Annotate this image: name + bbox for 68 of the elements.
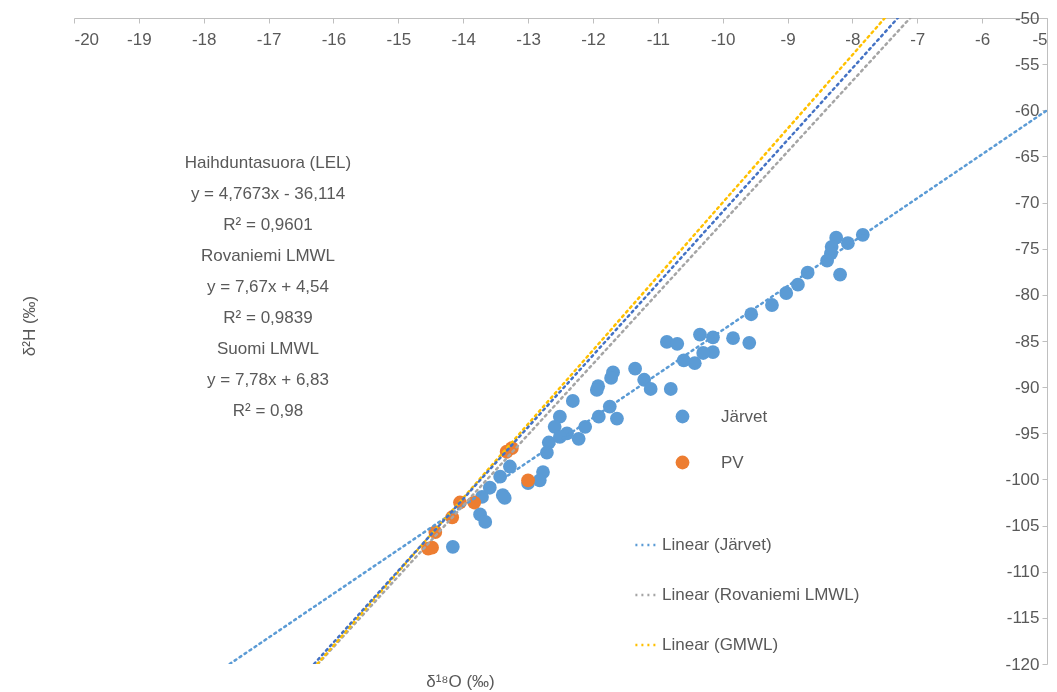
point (552, 409, 567, 424)
annotation: Rovaniemi LMWL (200, 246, 336, 265)
point (765, 298, 779, 312)
point (571, 431, 586, 446)
x-tick-label: -13 (516, 29, 541, 49)
y-tick-label: -115 (1006, 608, 1040, 628)
x-tick-label: -5 (1032, 29, 1048, 49)
point (565, 394, 580, 408)
x-tick-label: -18 (191, 29, 217, 49)
y-tick-label: -110 (1006, 562, 1040, 582)
y-tick-label: -105 (1005, 516, 1040, 536)
legend-label: PV (721, 452, 745, 472)
annotation: Suomi LMWL (216, 339, 320, 358)
point (696, 346, 711, 360)
x-tick-label: -11 (646, 29, 670, 49)
y-tick-label: -80 (1014, 285, 1040, 305)
x-tick-label: -20 (74, 29, 100, 49)
annotation: R² = 0,9601 (223, 215, 313, 234)
annotation: R² = 0,98 (232, 401, 304, 420)
legend-label: Linear (GMWL) (662, 635, 779, 654)
x-tick-label: -7 (910, 29, 926, 49)
y-tick-label: -85 (1014, 331, 1040, 351)
y-tick-label: -55 (1014, 54, 1040, 74)
point (445, 539, 460, 554)
y-tick-label: -90 (1014, 377, 1040, 397)
x-tick-label: -14 (451, 29, 476, 49)
x-tick-label: -6 (975, 29, 991, 49)
y-tick-label: -50 (1014, 8, 1040, 28)
point (478, 515, 493, 529)
point (693, 327, 707, 342)
y-tick-label: -60 (1014, 100, 1040, 120)
x-tick-label: -8 (845, 29, 861, 49)
legend-label: Järvet (721, 406, 768, 426)
y-tick-label: -70 (1014, 193, 1040, 213)
point (670, 336, 685, 351)
x-axis-title: δ¹⁸O (‰) (426, 672, 495, 691)
point (663, 382, 678, 396)
legend-label: Linear (Rovaniemi LMWL) (662, 585, 860, 604)
y-tick-label: -95 (1014, 423, 1040, 443)
x-tick-label: -9 (780, 29, 796, 49)
y-tick-label: -75 (1014, 239, 1040, 259)
point (610, 411, 624, 426)
point (503, 459, 517, 474)
x-tick-label: -17 (256, 29, 282, 49)
y-tick-label: -120 (1005, 654, 1040, 674)
x-tick-label: -16 (321, 29, 347, 49)
annotation: Haihduntasuora (LEL) (184, 153, 352, 172)
point (628, 361, 642, 376)
x-tick-label: -10 (710, 29, 736, 49)
x-tick-label: -15 (386, 29, 412, 49)
point (604, 371, 618, 385)
annotation: y = 7,67x + 4,54 (207, 277, 329, 296)
point (547, 419, 562, 434)
point (643, 382, 658, 396)
annotation: y = 4,7673x - 36,114 (190, 184, 346, 203)
point (833, 267, 847, 282)
y-tick-label: -100 (1005, 469, 1040, 489)
x-tick-label: -19 (127, 29, 152, 49)
y-axis-title: δ²H (‰) (20, 295, 39, 357)
legend-label: Linear (Järvet) (662, 535, 772, 554)
point (589, 383, 604, 397)
point (687, 356, 702, 371)
annotation: R² = 0,9839 (223, 308, 313, 327)
y-tick-label: -65 (1014, 146, 1040, 166)
point (742, 335, 757, 350)
x-tick-label: -12 (581, 29, 606, 49)
point (726, 331, 740, 346)
annotation: y = 7,78x + 6,83 (207, 370, 329, 389)
